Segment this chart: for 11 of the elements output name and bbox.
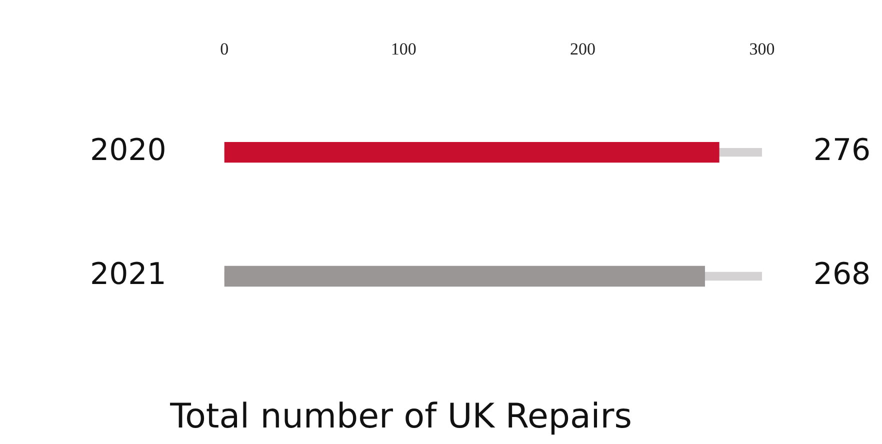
text: Total number of UK Repairs bbox=[169, 396, 632, 436]
y-tick-label: 2021 bbox=[90, 257, 166, 292]
bar bbox=[224, 142, 720, 163]
data-label: 268 bbox=[813, 257, 871, 292]
x-tick-label: 300 bbox=[749, 40, 775, 59]
x-tick-label: 200 bbox=[570, 40, 596, 59]
bar bbox=[224, 266, 705, 287]
data-label: 276 bbox=[813, 133, 871, 168]
y-tick-label: 2020 bbox=[90, 133, 166, 168]
x-tick-label: 100 bbox=[390, 40, 416, 59]
x-tick-label: 0 bbox=[220, 40, 229, 59]
